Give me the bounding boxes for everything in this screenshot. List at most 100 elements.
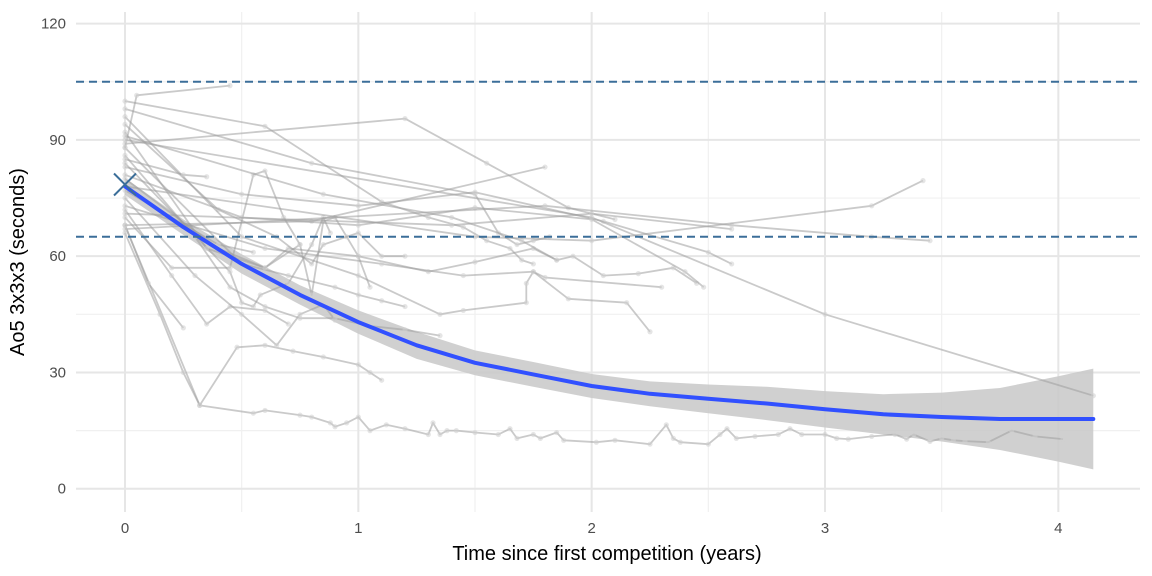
y-tick-label-1: 30 [49, 364, 66, 381]
competitor-point-0-8 [344, 420, 350, 426]
competitor-point-0-7 [332, 424, 338, 430]
competitor-point-7-2 [227, 284, 233, 290]
competitor-point-15-5 [484, 238, 490, 244]
competitor-point-6-3 [250, 303, 256, 310]
competitor-point-0-39 [799, 431, 805, 438]
competitor-point-9-2 [262, 265, 268, 271]
competitor-point-5-4 [309, 292, 315, 298]
competitor-point-0-42 [845, 436, 851, 442]
competitor-point-13-0 [122, 106, 128, 112]
competitor-series-6 [122, 160, 333, 310]
competitor-point-6-8 [327, 230, 333, 236]
competitor-point-0-10 [367, 428, 373, 434]
competitor-point-25-5 [565, 296, 571, 302]
competitor-point-26-2 [204, 174, 210, 180]
competitor-point-0-18 [472, 429, 478, 436]
competitor-point-20-1 [239, 191, 245, 197]
competitor-line-11 [124, 123, 405, 265]
competitor-line-12 [124, 116, 662, 316]
competitor-point-4-0 [122, 195, 128, 201]
confidence-ribbon [125, 177, 1094, 470]
competitor-point-7-8 [437, 333, 443, 339]
competitor-point-9-4 [355, 253, 361, 259]
competitor-point-4-1 [192, 272, 198, 279]
competitor-point-23-3 [869, 203, 875, 209]
competitor-point-22-1 [542, 203, 548, 209]
x-tick-label-4: 4 [1054, 520, 1062, 537]
competitor-point-0-49 [950, 437, 956, 443]
competitor-point-0-22 [530, 431, 536, 438]
start-marker [113, 172, 137, 197]
competitor-point-10-0 [122, 214, 128, 221]
competitor-point-25-2 [379, 261, 385, 267]
competitor-point-17-0 [122, 141, 128, 147]
trend-layer [123, 184, 1096, 421]
competitor-point-0-37 [775, 431, 781, 438]
competitor-point-7-3 [262, 303, 268, 310]
competitor-line-9 [124, 131, 558, 273]
competitor-point-7-7 [402, 327, 408, 333]
competitor-point-27-1 [215, 241, 221, 248]
competitor-point-0-12 [402, 426, 408, 432]
competitor-point-0-34 [724, 426, 730, 432]
competitor-series-0 [122, 222, 1066, 447]
competitor-point-0-31 [677, 439, 683, 445]
competitor-point-0-44 [892, 431, 898, 438]
competitor-point-25-1 [262, 245, 268, 252]
y-axis-title: Ao5 3x3x3 (seconds) [7, 168, 29, 356]
competitor-point-11-4 [320, 241, 326, 248]
competitor-point-0-5 [309, 414, 315, 420]
competitor-series-22 [122, 203, 933, 244]
competitor-point-14-2 [449, 214, 455, 221]
competitor-point-0-2 [250, 410, 256, 416]
competitor-point-4-3 [274, 342, 280, 348]
competitor-point-2-1 [145, 280, 151, 286]
competitor-point-6-0 [122, 160, 128, 166]
competitor-point-8-5 [379, 298, 385, 304]
competitor-point-26-1 [180, 172, 186, 178]
competitor-point-12-3 [437, 311, 443, 317]
reference-lines-layer [76, 80, 1140, 238]
competitor-point-7-0 [122, 152, 128, 159]
competitor-point-18-0 [122, 222, 128, 228]
competitor-point-0-16 [444, 428, 450, 434]
competitor-point-0-19 [495, 431, 501, 438]
competitor-line-25 [124, 204, 651, 333]
competitor-point-0-17 [453, 428, 459, 434]
competitor-point-20-6 [729, 261, 735, 267]
competitor-line-5 [124, 177, 371, 296]
competitor-point-5-9 [367, 284, 373, 290]
competitor-point-19-5 [682, 269, 688, 275]
competitor-point-14-3 [519, 238, 525, 244]
competitor-point-1-0 [122, 230, 128, 236]
competitor-line-24 [124, 139, 1094, 397]
competitor-point-6-1 [227, 269, 233, 275]
start-marker-layer [113, 172, 137, 197]
competitor-point-7-5 [332, 315, 338, 321]
competitor-point-15-3 [425, 214, 431, 221]
y-tick-label-3: 90 [49, 132, 66, 149]
competitor-point-10-6 [297, 241, 303, 248]
competitor-point-0-53 [1032, 433, 1038, 440]
competitor-point-3-2 [204, 321, 210, 327]
competitor-point-0-41 [834, 435, 840, 441]
competitor-point-12-9 [659, 284, 665, 290]
competitor-point-14-4 [554, 257, 560, 263]
competitor-point-0-36 [752, 433, 758, 440]
competitor-series-24 [122, 137, 1096, 399]
competitor-point-19-2 [355, 222, 361, 228]
competitor-point-0-23 [537, 435, 543, 441]
competitor-point-12-4 [460, 307, 466, 314]
competitor-point-0-46 [911, 431, 917, 438]
competitor-line-2 [124, 224, 185, 329]
competitor-point-0-35 [733, 435, 739, 441]
competitor-point-20-0 [122, 164, 128, 170]
start-marker-stroke-b [113, 172, 137, 197]
competitor-point-8-4 [355, 292, 361, 298]
competitor-point-11-7 [402, 253, 408, 259]
competitor-point-11-6 [379, 253, 385, 259]
competitor-point-14-7 [635, 271, 641, 277]
competitor-point-0-28 [647, 441, 653, 447]
competitor-point-18-2 [542, 164, 548, 170]
